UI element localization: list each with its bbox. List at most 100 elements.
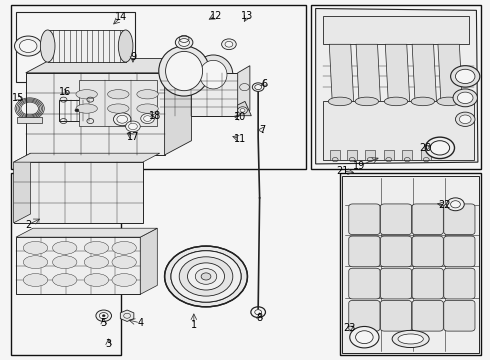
Text: 1: 1: [191, 320, 197, 330]
Circle shape: [114, 113, 131, 126]
Ellipse shape: [159, 46, 209, 96]
FancyBboxPatch shape: [412, 300, 443, 331]
Ellipse shape: [137, 104, 158, 113]
Polygon shape: [438, 44, 462, 102]
FancyBboxPatch shape: [444, 268, 475, 299]
Ellipse shape: [112, 256, 136, 269]
FancyBboxPatch shape: [412, 236, 443, 267]
Polygon shape: [121, 310, 134, 321]
FancyBboxPatch shape: [380, 268, 412, 299]
Bar: [421, 150, 431, 160]
Ellipse shape: [384, 97, 408, 106]
Ellipse shape: [52, 256, 77, 269]
Polygon shape: [16, 228, 157, 237]
Polygon shape: [323, 102, 474, 160]
Text: 5: 5: [100, 318, 107, 328]
FancyBboxPatch shape: [349, 300, 380, 331]
Ellipse shape: [108, 104, 129, 113]
Bar: [18, 117, 42, 123]
FancyBboxPatch shape: [349, 268, 380, 299]
Text: 13: 13: [241, 11, 253, 21]
Circle shape: [458, 92, 473, 104]
Circle shape: [141, 113, 154, 123]
Circle shape: [179, 39, 190, 46]
Polygon shape: [14, 153, 30, 223]
Ellipse shape: [437, 97, 460, 106]
Text: 16: 16: [59, 87, 71, 98]
Text: 17: 17: [127, 132, 139, 142]
Text: 23: 23: [343, 323, 356, 333]
Polygon shape: [160, 73, 238, 116]
Bar: [402, 150, 412, 160]
Polygon shape: [48, 30, 125, 62]
Circle shape: [252, 83, 264, 91]
Text: 7: 7: [259, 125, 265, 135]
Circle shape: [356, 331, 373, 343]
Circle shape: [125, 121, 140, 132]
Circle shape: [460, 115, 471, 123]
Text: 4: 4: [137, 318, 143, 328]
Polygon shape: [238, 102, 251, 116]
FancyBboxPatch shape: [380, 300, 412, 331]
Polygon shape: [385, 44, 410, 102]
Text: 15: 15: [12, 93, 24, 103]
Polygon shape: [16, 237, 140, 294]
Bar: [11, 173, 121, 355]
Bar: [384, 150, 393, 160]
Circle shape: [196, 269, 217, 284]
Circle shape: [175, 36, 193, 49]
Circle shape: [221, 39, 236, 50]
Polygon shape: [140, 228, 157, 294]
Text: 9: 9: [130, 52, 136, 62]
Ellipse shape: [108, 90, 129, 99]
FancyBboxPatch shape: [444, 300, 475, 331]
Bar: [347, 150, 357, 160]
Polygon shape: [26, 73, 165, 155]
Ellipse shape: [355, 97, 378, 106]
Ellipse shape: [24, 274, 48, 287]
Circle shape: [102, 315, 105, 317]
Ellipse shape: [166, 51, 202, 91]
Bar: [311, 5, 481, 169]
Bar: [16, 12, 135, 82]
Circle shape: [453, 89, 477, 107]
Ellipse shape: [84, 242, 109, 254]
Ellipse shape: [52, 274, 77, 287]
Circle shape: [75, 109, 79, 112]
Ellipse shape: [200, 60, 227, 89]
Text: 8: 8: [257, 312, 263, 323]
Circle shape: [238, 107, 247, 114]
Bar: [340, 173, 481, 355]
Text: 2: 2: [25, 220, 31, 230]
FancyBboxPatch shape: [412, 268, 443, 299]
Ellipse shape: [194, 55, 233, 94]
Bar: [11, 5, 306, 169]
Circle shape: [456, 112, 475, 126]
Circle shape: [255, 85, 262, 90]
Polygon shape: [14, 162, 143, 223]
Text: 18: 18: [149, 111, 161, 121]
Ellipse shape: [40, 30, 55, 62]
Circle shape: [96, 310, 112, 321]
Polygon shape: [79, 80, 157, 126]
Ellipse shape: [84, 274, 109, 287]
Ellipse shape: [112, 274, 136, 287]
Ellipse shape: [392, 330, 429, 347]
Ellipse shape: [328, 97, 352, 106]
Circle shape: [240, 109, 245, 112]
Ellipse shape: [137, 90, 158, 99]
Circle shape: [350, 327, 379, 348]
Circle shape: [451, 201, 460, 208]
Bar: [366, 150, 375, 160]
Polygon shape: [412, 44, 437, 102]
Polygon shape: [316, 9, 478, 164]
FancyBboxPatch shape: [380, 204, 412, 235]
Bar: [59, 100, 95, 121]
Circle shape: [144, 116, 151, 121]
Ellipse shape: [398, 334, 423, 344]
Polygon shape: [323, 16, 469, 44]
Circle shape: [225, 41, 233, 47]
Text: 14: 14: [115, 13, 127, 22]
Polygon shape: [26, 59, 192, 73]
Ellipse shape: [24, 242, 48, 254]
